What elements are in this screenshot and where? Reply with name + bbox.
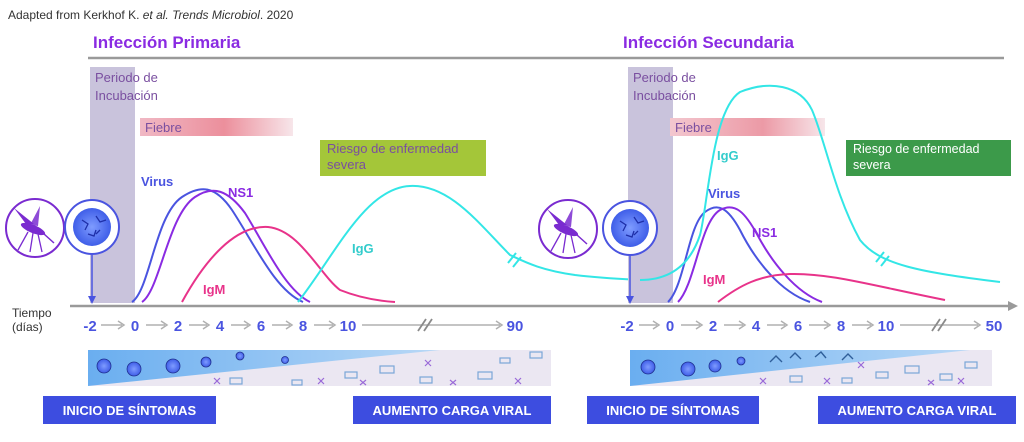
axis-title-line2: (días) xyxy=(12,320,43,334)
panel-title: Infección Primaria xyxy=(93,33,241,52)
tick-label: 6 xyxy=(257,318,265,335)
mosquito-icon xyxy=(5,198,65,258)
igg-axis-break xyxy=(507,252,522,268)
incubation-period-bar xyxy=(90,67,135,303)
tick-label: 10 xyxy=(878,318,895,335)
ns1-label: NS1 xyxy=(228,185,253,200)
tick-label: 2 xyxy=(709,318,717,335)
panel-title: Infección Secundaria xyxy=(623,33,795,52)
tick-label: 90 xyxy=(507,318,524,335)
ns1-label: NS1 xyxy=(752,225,777,240)
severe-risk-label-line2: severa xyxy=(853,158,891,172)
onset-symptoms-button-primary: INICIO DE SÍNTOMAS xyxy=(43,396,216,424)
ns1-curve xyxy=(677,206,823,303)
onset-symptoms-label: INICIO DE SÍNTOMAS xyxy=(63,403,197,418)
incubation-label-line1: Periodo de xyxy=(95,70,158,85)
incubation-label-line2: Incubación xyxy=(95,88,158,103)
onset-symptoms-button-secondary: INICIO DE SÍNTOMAS xyxy=(587,396,759,424)
igg-label: IgG xyxy=(717,148,739,163)
tick-label: 8 xyxy=(299,318,307,335)
onset-pointer-arrowhead xyxy=(88,296,96,304)
igg-curve xyxy=(639,84,1001,283)
tick-label: 2 xyxy=(174,318,182,335)
severe-risk-box xyxy=(320,140,486,176)
tick-label: 10 xyxy=(340,318,357,335)
viral-load-label: AUMENTO CARGA VIRAL xyxy=(838,403,997,418)
viral-load-button-primary: AUMENTO CARGA VIRAL xyxy=(353,396,551,424)
viral-load-illustration-secondary xyxy=(630,350,992,386)
tick-label: 6 xyxy=(794,318,802,335)
fever-label: Fiebre xyxy=(145,120,182,135)
source-caption: Adapted from Kerkhof K. et al. Trends Mi… xyxy=(8,8,294,22)
fever-bar xyxy=(140,118,293,136)
tick-label: 0 xyxy=(131,318,139,335)
severe-risk-label-line1: Riesgo de enfermedad xyxy=(327,141,459,156)
tick-label: -2 xyxy=(620,318,633,335)
ns1-curve xyxy=(141,189,311,303)
virus-label: Virus xyxy=(708,186,740,201)
severe-risk-box xyxy=(846,140,1011,176)
axis-title-line1: Tiempo xyxy=(12,306,52,320)
tick-label: 0 xyxy=(666,318,674,335)
axis-break-mark xyxy=(931,318,947,332)
fever-bar xyxy=(670,118,825,136)
igm-label: IgM xyxy=(203,282,225,297)
igm-curve xyxy=(181,225,396,303)
virus-particle-icon xyxy=(602,200,658,256)
tick-label: 50 xyxy=(986,318,1003,335)
onset-symptoms-label: INICIO DE SÍNTOMAS xyxy=(606,403,740,418)
viral-load-button-secondary: AUMENTO CARGA VIRAL xyxy=(818,396,1016,424)
tick-row-secondary: -2 0 2 4 6 8 10 50 xyxy=(620,318,1002,335)
incubation-label-line1: Periodo de xyxy=(633,70,696,85)
tick-label: 4 xyxy=(752,318,761,335)
tick-label: 8 xyxy=(837,318,845,335)
igg-label: IgG xyxy=(352,241,374,256)
viral-load-illustration-primary xyxy=(88,350,551,386)
igg-axis-break xyxy=(875,251,890,267)
viral-load-label: AUMENTO CARGA VIRAL xyxy=(373,403,532,418)
onset-pointer-arrowhead xyxy=(626,296,634,304)
igm-curve xyxy=(717,272,946,303)
fever-label: Fiebre xyxy=(675,120,712,135)
igm-label: IgM xyxy=(703,272,725,287)
tick-label: 4 xyxy=(216,318,225,335)
severe-risk-label-line2: severa xyxy=(327,157,367,172)
panel-secondary-infection: Infección Secundaria Periodo de Incubaci… xyxy=(538,33,1011,304)
mosquito-icon xyxy=(538,199,598,259)
panel-primary-infection: Infección Primaria Periodo de Incubación… xyxy=(5,33,641,304)
time-axis-arrowhead xyxy=(1008,301,1018,311)
severe-risk-label-line1: Riesgo de enfermedad xyxy=(853,142,980,156)
incubation-label-line2: Incubación xyxy=(633,88,696,103)
tick-arrows xyxy=(639,320,982,330)
tick-arrows xyxy=(101,320,504,330)
axis-break-mark xyxy=(417,318,433,332)
virus-label: Virus xyxy=(141,174,173,189)
virus-curve xyxy=(131,188,304,303)
incubation-period-bar xyxy=(628,67,673,303)
tick-row-primary: -2 0 2 4 6 8 10 90 xyxy=(83,318,523,335)
virus-particle-icon xyxy=(64,199,120,255)
igg-curve xyxy=(297,184,641,303)
tick-label: -2 xyxy=(83,318,96,335)
